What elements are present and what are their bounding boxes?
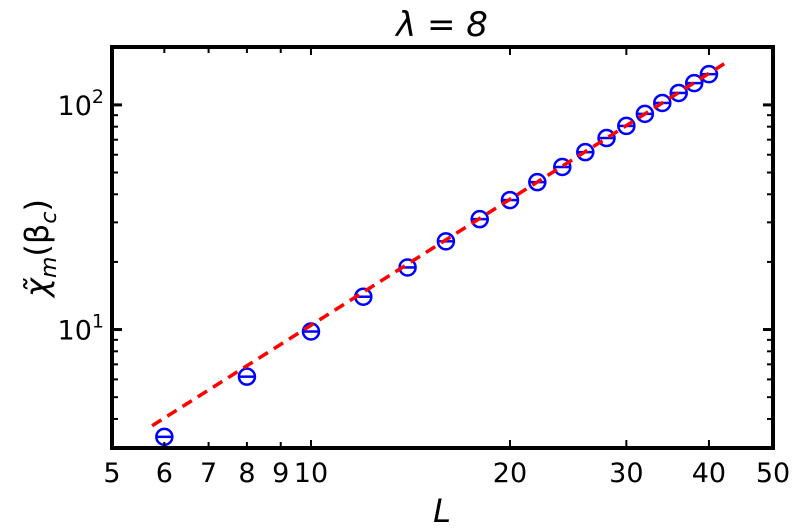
data-point — [500, 190, 520, 210]
x-tick-label: 9 — [272, 458, 289, 489]
x-tick-label: 7 — [200, 458, 217, 489]
y-tick-label: 101 — [58, 311, 104, 347]
data-point — [553, 157, 572, 177]
data-point — [576, 142, 595, 162]
data-point — [617, 116, 636, 136]
data-point — [470, 209, 489, 229]
x-tick-label: 8 — [238, 458, 255, 489]
x-tick-label: 40 — [692, 458, 726, 489]
chart-title: λ = 8 — [394, 5, 488, 45]
fit-line — [151, 61, 727, 428]
x-tick-label: 50 — [756, 458, 790, 489]
x-tick-label: 20 — [493, 458, 527, 489]
data-point — [684, 73, 704, 93]
data-point — [436, 232, 456, 251]
x-tick-label: 5 — [103, 458, 120, 489]
data-point — [669, 83, 688, 103]
x-tick-label: 10 — [294, 458, 328, 489]
x-tick-label: 6 — [156, 458, 173, 489]
x-axis-label: L — [433, 492, 451, 530]
data-point — [597, 128, 616, 148]
data-point — [635, 104, 655, 124]
data-point — [699, 64, 719, 84]
data-point — [237, 367, 257, 386]
x-tick-label: 30 — [609, 458, 643, 489]
y-axis-label: χ̃m(βc) — [18, 199, 62, 299]
data-point — [653, 93, 672, 113]
data-point — [528, 172, 547, 192]
y-tick-label: 102 — [58, 86, 104, 122]
plot-frame — [110, 45, 775, 450]
